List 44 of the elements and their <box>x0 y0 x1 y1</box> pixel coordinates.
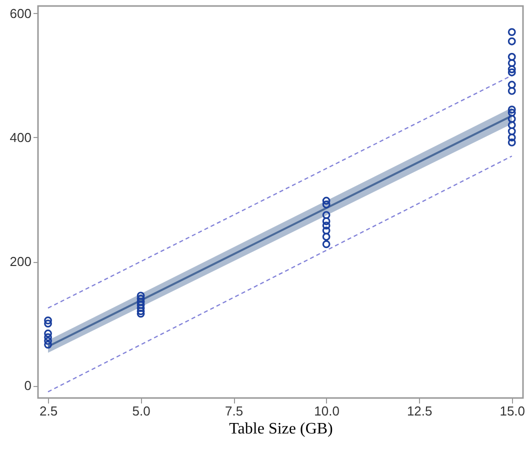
point <box>44 316 52 324</box>
point <box>322 211 330 219</box>
x-tick-label: 15.0 <box>500 404 526 418</box>
point <box>508 37 516 46</box>
point <box>136 307 145 316</box>
point <box>508 28 516 36</box>
point <box>322 222 330 230</box>
point <box>44 333 52 342</box>
point <box>136 294 145 303</box>
point <box>322 240 330 248</box>
point <box>508 52 516 61</box>
point <box>44 320 52 328</box>
point <box>322 196 330 205</box>
point <box>44 340 52 349</box>
y-tick-label: 400 <box>10 130 32 145</box>
y-tick-label: 200 <box>10 254 32 270</box>
point <box>508 138 516 146</box>
point <box>508 68 516 76</box>
point <box>136 310 145 318</box>
point <box>508 106 516 114</box>
point <box>322 200 330 208</box>
point <box>508 108 516 117</box>
point <box>322 232 330 241</box>
point <box>44 330 52 338</box>
point <box>136 292 145 300</box>
point <box>508 114 516 123</box>
point <box>44 336 52 345</box>
point <box>322 217 330 226</box>
point <box>508 87 516 95</box>
point <box>508 65 516 74</box>
point <box>508 127 516 136</box>
y-tick-label: 0 <box>24 378 32 394</box>
x-tick-label: 10.0 <box>314 404 340 418</box>
x-tick-label: 7.5 <box>225 404 244 418</box>
point <box>508 59 516 68</box>
x-tick-label: 12.5 <box>406 404 432 418</box>
point <box>322 226 330 234</box>
point <box>508 121 516 130</box>
x-tick-label: 5.0 <box>132 404 150 418</box>
point <box>508 134 516 142</box>
x-axis-title: Table Size (GB) <box>229 420 333 438</box>
y-tick-label: 600 <box>10 6 32 21</box>
point <box>508 80 516 89</box>
x-tick-label: 2.5 <box>39 404 58 418</box>
